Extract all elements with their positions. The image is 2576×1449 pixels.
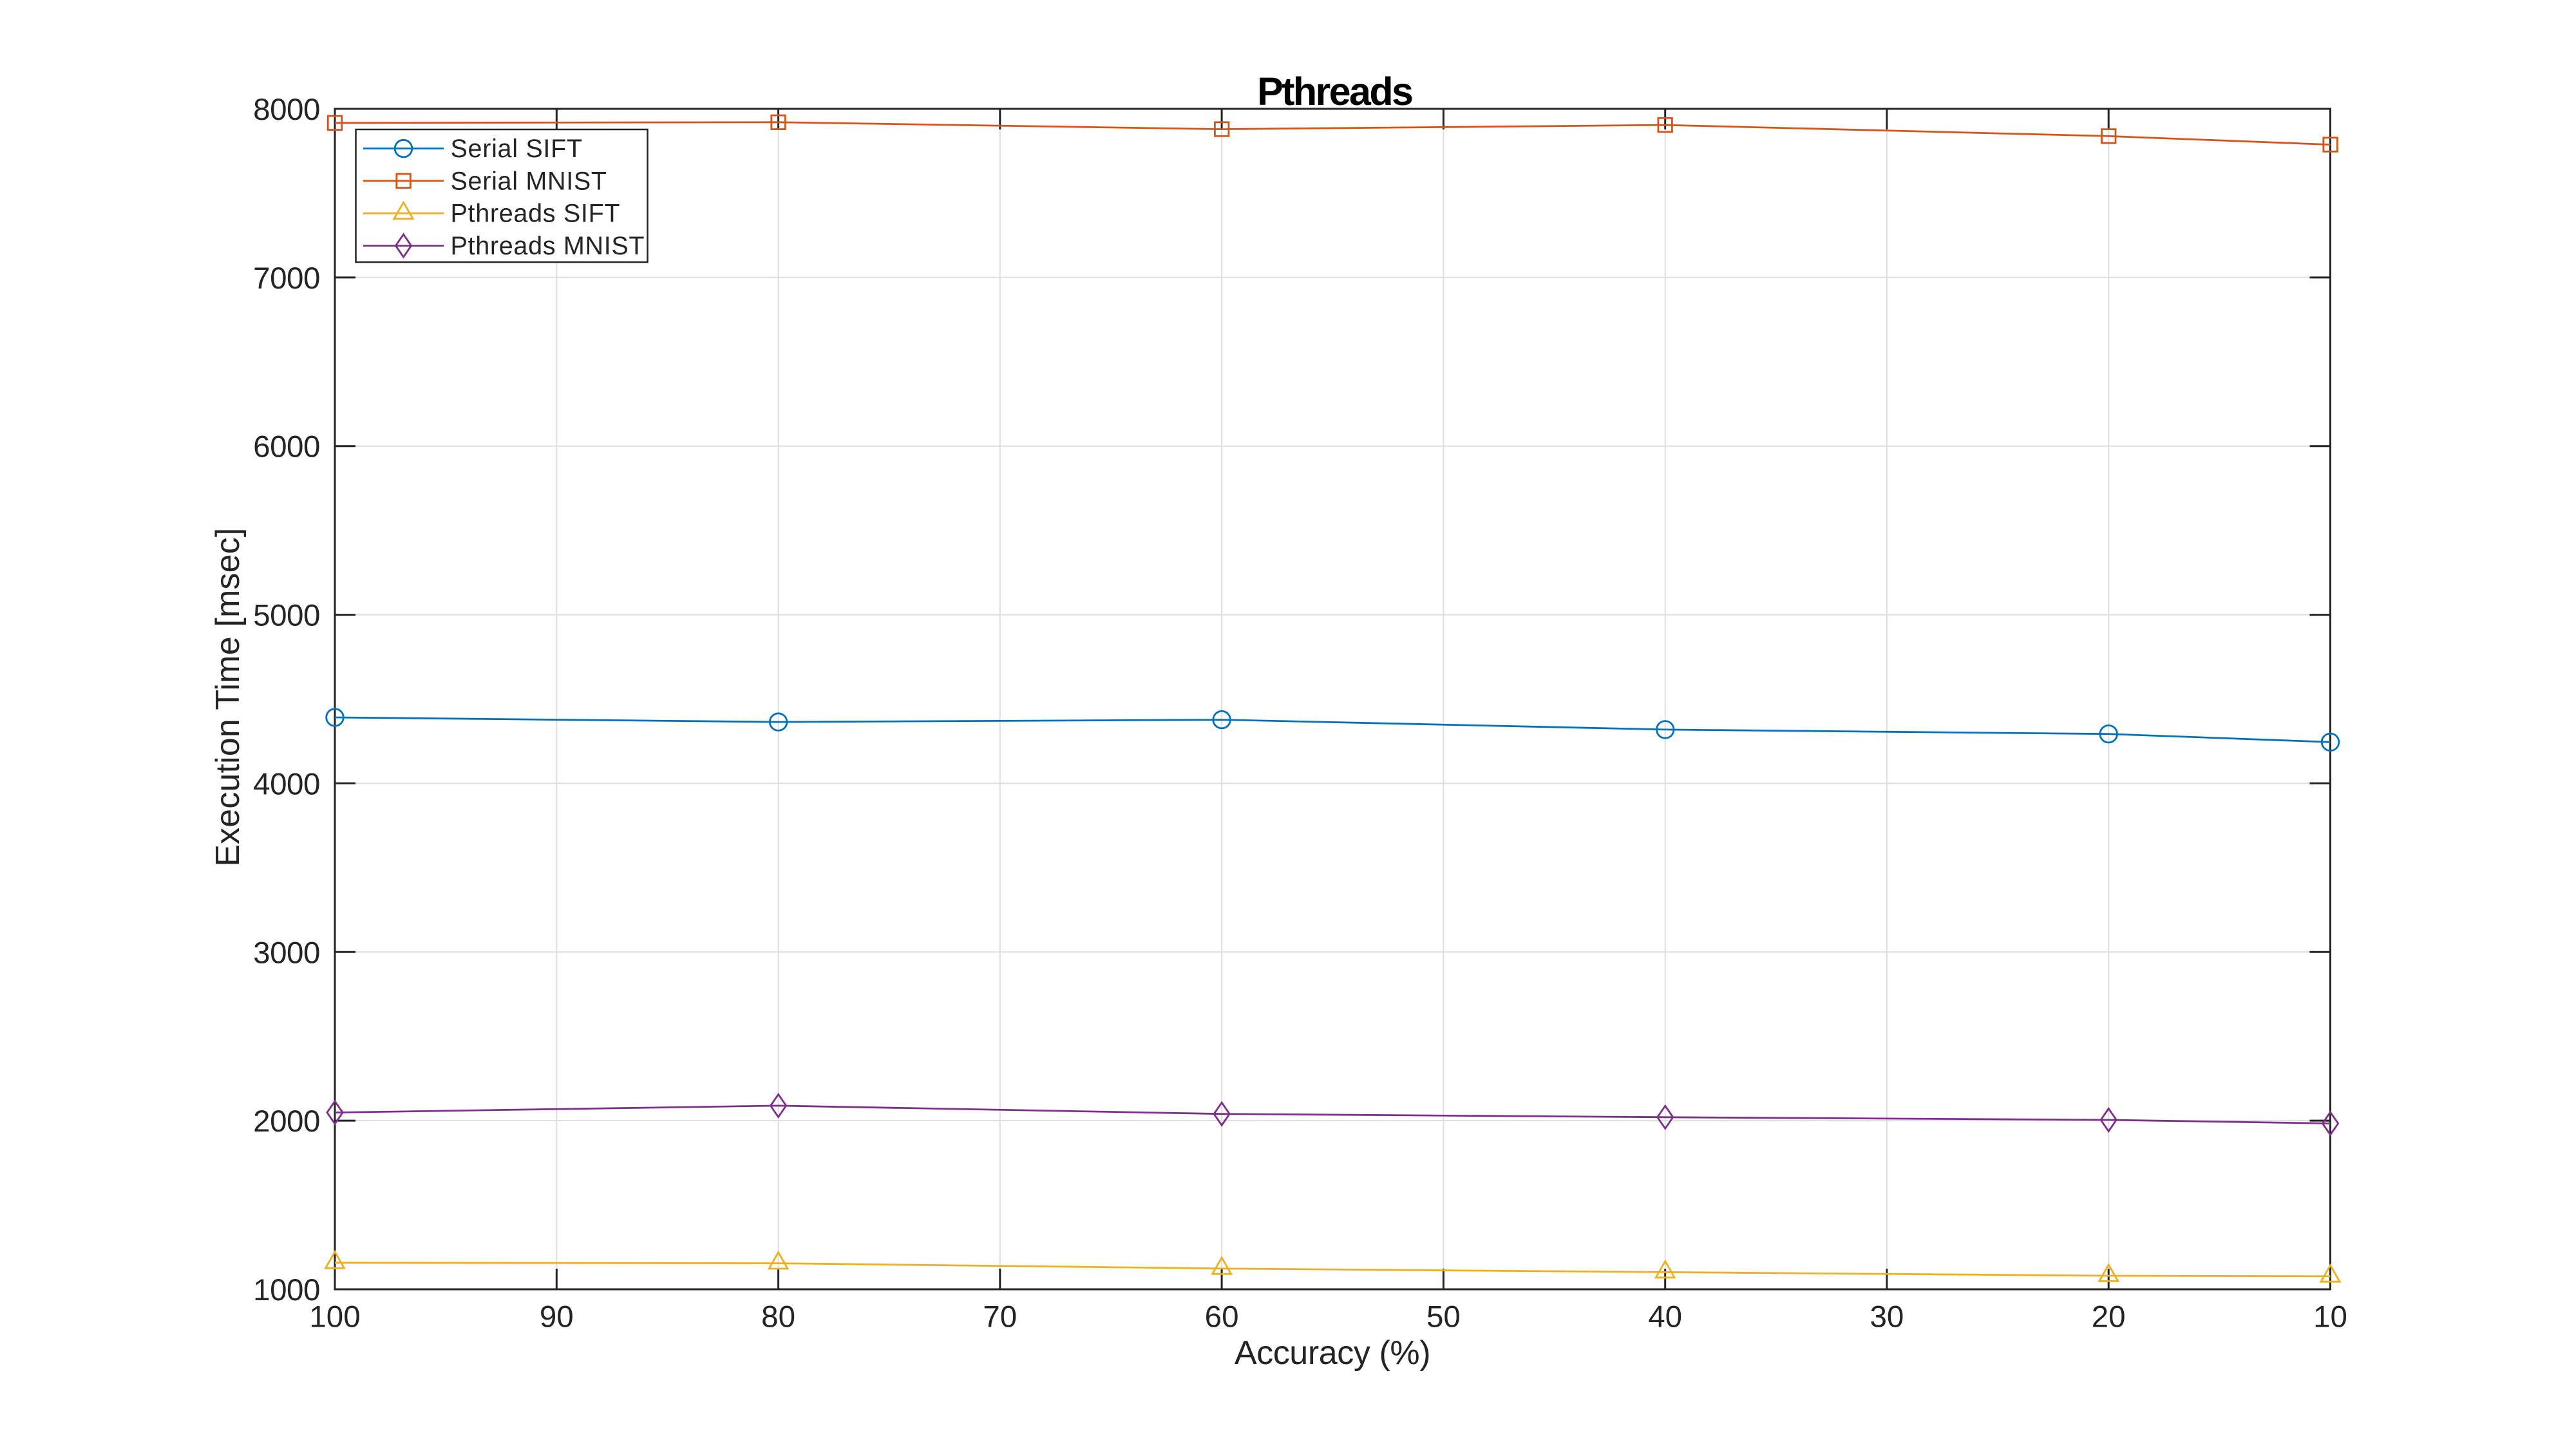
svg-text:40: 40: [1648, 1300, 1682, 1334]
svg-text:Accuracy (%): Accuracy (%): [1235, 1334, 1430, 1372]
svg-text:10: 10: [2313, 1300, 2347, 1334]
svg-text:70: 70: [983, 1300, 1017, 1334]
svg-text:Pthreads MNIST: Pthreads MNIST: [451, 232, 645, 260]
svg-text:4000: 4000: [253, 767, 320, 801]
svg-text:2000: 2000: [253, 1104, 320, 1139]
svg-text:1000: 1000: [253, 1273, 320, 1307]
svg-text:30: 30: [1870, 1300, 1904, 1334]
svg-text:3000: 3000: [253, 936, 320, 970]
svg-text:60: 60: [1205, 1300, 1239, 1334]
svg-text:100: 100: [309, 1300, 360, 1334]
svg-text:Pthreads: Pthreads: [1257, 70, 1412, 113]
svg-text:7000: 7000: [253, 261, 320, 296]
svg-text:Serial MNIST: Serial MNIST: [451, 167, 607, 195]
svg-text:6000: 6000: [253, 430, 320, 464]
svg-text:Execution Time [msec]: Execution Time [msec]: [209, 528, 247, 867]
svg-text:8000: 8000: [253, 93, 320, 127]
svg-text:5000: 5000: [253, 599, 320, 633]
svg-text:50: 50: [1426, 1300, 1461, 1334]
svg-text:Pthreads SIFT: Pthreads SIFT: [451, 200, 621, 228]
svg-text:90: 90: [540, 1300, 574, 1334]
svg-text:Serial SIFT: Serial SIFT: [451, 135, 583, 163]
svg-text:20: 20: [2092, 1300, 2126, 1334]
svg-text:80: 80: [761, 1300, 795, 1334]
